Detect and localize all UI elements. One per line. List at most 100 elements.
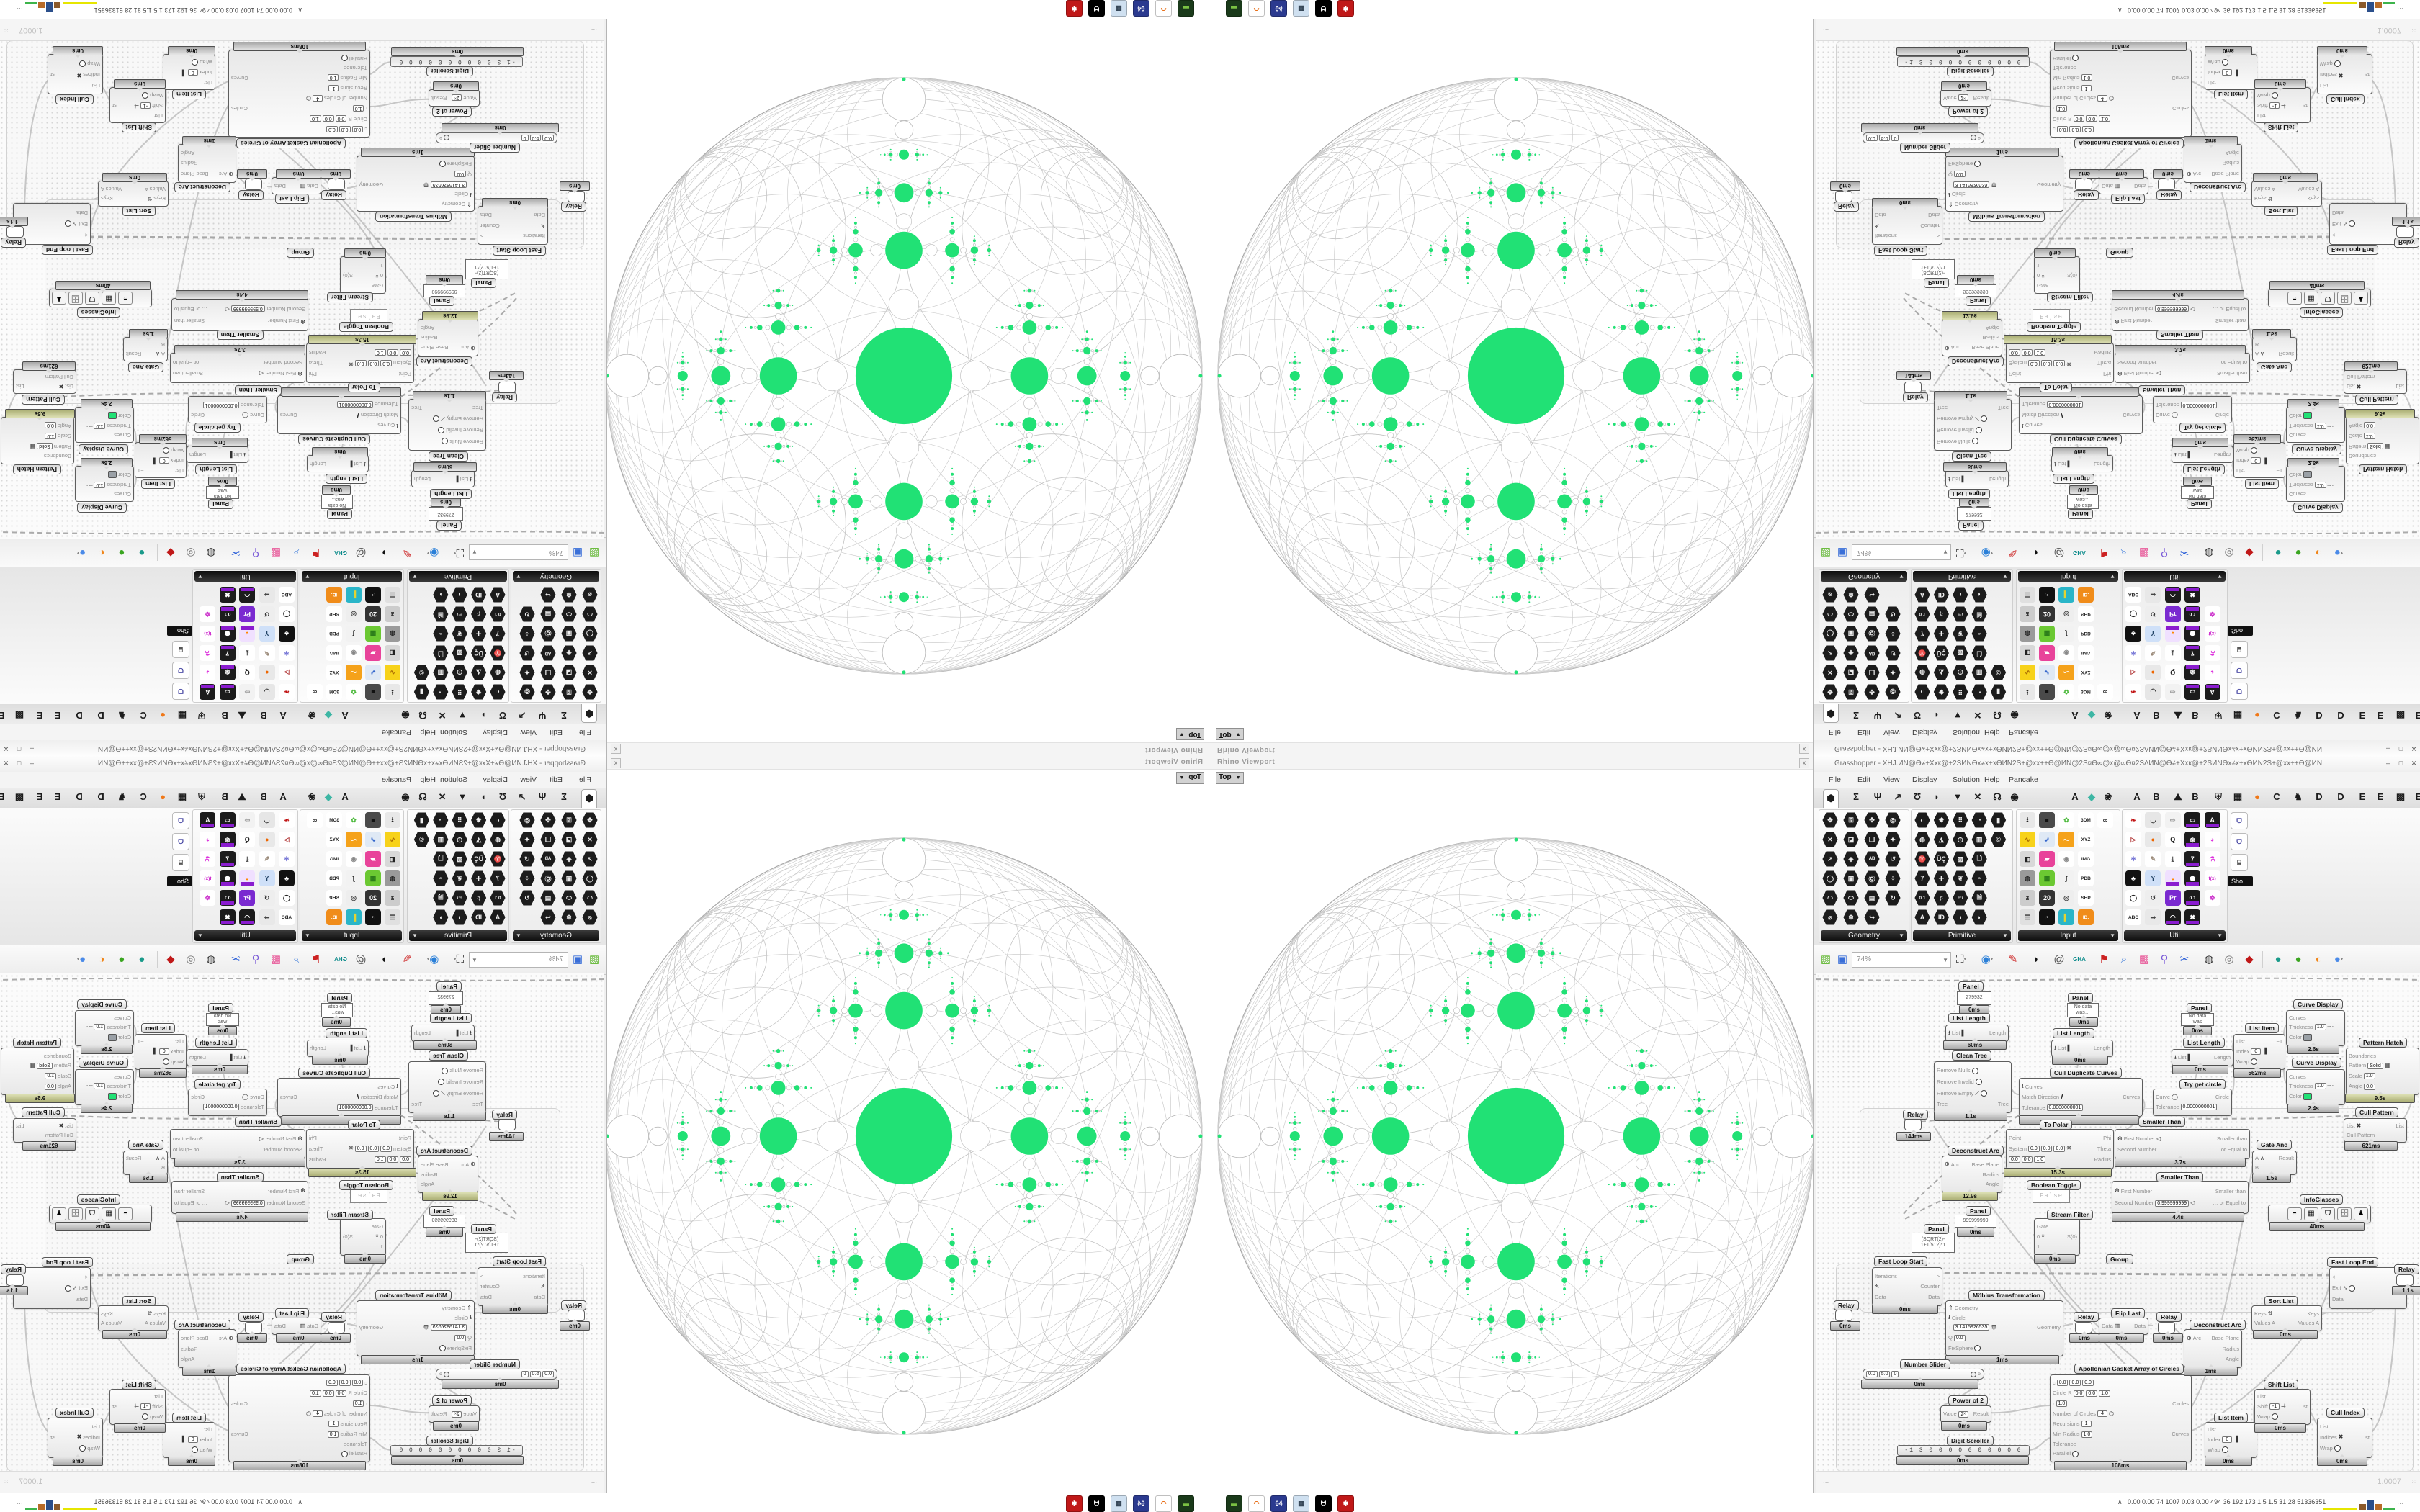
palette-item-icon[interactable]: Q — [239, 832, 256, 847]
palette-item-icon[interactable]: ◖ — [1953, 587, 1968, 603]
palette-panel-label-geometry[interactable]: Geometry ▼ — [1821, 571, 1907, 582]
save-file-icon[interactable]: ▣ — [572, 953, 583, 966]
viewport-close-icon[interactable]: x — [1799, 744, 1809, 754]
palette-item-icon[interactable]: SHP — [2078, 890, 2094, 906]
palette-item-icon[interactable]: ◕ — [2204, 665, 2220, 680]
palette-item-icon[interactable]: ◠ — [1822, 890, 1838, 906]
zoom-extents-icon[interactable]: ⛶▾ — [1955, 546, 1967, 559]
component-clean-tree[interactable]: Remove Nulls Remove Invalid Remove Empty ⟋ T… — [408, 399, 486, 451]
component-number-slider[interactable]: 0.0 5.0 0 5 — [1863, 132, 1984, 143]
palette-item-icon[interactable]: ▤ — [540, 606, 556, 622]
palette-item-icon[interactable]: ◔ — [365, 909, 381, 925]
menu-file[interactable]: File — [579, 775, 591, 784]
palette-item-icon[interactable]: ◕ — [200, 665, 216, 680]
show-more-button[interactable]: Sho… — [166, 626, 192, 636]
blob-green-icon[interactable]: ● — [118, 546, 125, 559]
tab-cat-11[interactable]: ◆ — [2088, 710, 2095, 721]
palette-item-icon[interactable]: ⭳ — [2020, 684, 2035, 700]
tab-cat-5[interactable]: ◗ — [1934, 791, 1940, 802]
palette-item-icon[interactable]: ↪ — [540, 909, 556, 925]
palette-item-icon[interactable]: ID — [1933, 587, 1949, 603]
gift-icon[interactable]: ▩ — [2138, 546, 2150, 559]
palette-item-icon[interactable]: ƶ — [2020, 606, 2035, 622]
component-list-item[interactable]: List −1 Index 0 ▐ Wrap — [135, 1034, 187, 1070]
palette-item-icon[interactable]: ⚗ — [2204, 851, 2220, 867]
palette-item-icon[interactable]: 3DM — [326, 684, 342, 700]
tab-cat-6[interactable]: ▼ — [457, 791, 467, 802]
palette-item-icon[interactable]: ✖ — [219, 587, 236, 603]
palette-item-icon[interactable]: 〜 — [2058, 832, 2074, 847]
tab-cat-6[interactable]: ▼ — [1953, 791, 1963, 802]
component-cull-pattern[interactable]: List ✖ List Cull Pattern — [2344, 1118, 2407, 1143]
palette-item-icon[interactable]: 20 — [365, 606, 381, 622]
component-panel[interactable]: (SQRT(2)- 1+1/512)*1 — [1912, 259, 1955, 279]
component-mobius-transformation[interactable]: ⇑ Geometry ⭳ Circle T 3.1415926535 〠 Geometry Q 0… — [357, 1300, 475, 1356]
palette-item-icon[interactable]: ➡ — [2145, 909, 2161, 925]
palette-item-icon[interactable]: ◠ — [239, 909, 256, 925]
palette-item-icon[interactable]: ∞ — [307, 684, 323, 700]
tab-cat-3[interactable]: ↗ — [1894, 710, 1902, 721]
palette-item-icon[interactable]: ▮ — [1991, 684, 2007, 700]
palette-item-icon[interactable]: ❄ — [1843, 909, 1859, 925]
tab-params[interactable]: ⬢ — [1823, 789, 1839, 808]
tab-cat-17[interactable]: ⛨ — [2215, 710, 2222, 721]
palette-item-icon[interactable]: ◍ — [1914, 665, 1930, 680]
palette-item-icon[interactable]: f(x) — [2204, 870, 2220, 886]
palette-item-icon[interactable]: ⚗ — [200, 645, 216, 661]
palette-item-icon[interactable]: ▤ — [540, 890, 556, 906]
blob-green-icon[interactable]: ● — [118, 953, 125, 966]
palette-item-icon[interactable]: ⤓ — [239, 851, 256, 867]
palette-item-icon[interactable]: ✿ — [2058, 812, 2074, 828]
palette-item-icon[interactable]: ◈ — [1843, 851, 1859, 867]
gh-canvas[interactable]: Panel 279932 0ms List Length ⭳ List ▌ Length 60m… — [1816, 41, 2420, 539]
component-gate-and[interactable]: A ∧ Result B — [2252, 337, 2297, 361]
palette-item-icon[interactable]: PDB — [326, 626, 342, 642]
palette-item-icon[interactable]: c:/ — [2184, 812, 2201, 828]
palette-item-icon[interactable]: ◮ — [1933, 665, 1949, 680]
component-cull-duplicate-curves[interactable]: ⭳ Curves Match Direction 🙼 Curves Tolerance 0.… — [2019, 395, 2143, 434]
palette-item-icon[interactable]: ▷ — [2125, 832, 2141, 847]
palette-item-icon[interactable]: ◠ — [239, 587, 256, 603]
palette-item-icon[interactable]: ƶ — [385, 890, 400, 906]
palette-item-icon[interactable]: 0.1 — [490, 606, 506, 622]
gha-icon[interactable]: GHA — [2073, 956, 2086, 963]
menu-view[interactable]: View — [520, 775, 537, 784]
bulb-icon[interactable]: ⚲ — [2160, 953, 2169, 966]
tab-cat-8[interactable]: ☊ — [1993, 791, 2002, 802]
torus-icon[interactable]: ◎ — [2224, 546, 2234, 559]
tab-cat-23[interactable]: D — [2337, 791, 2344, 802]
component-to-polar[interactable]: Point Phi System 0.0 0.0 0.0 ❋ Theta 0.0 0.0 1.0 Ra… — [306, 343, 414, 383]
footer-messages[interactable]: ... — [591, 27, 597, 35]
tab-cat-8[interactable]: ☊ — [418, 791, 427, 802]
palette-item-icon[interactable]: ⌀ — [1822, 909, 1838, 925]
component-curve-display[interactable]: Curves Thickness 1.0 〰 Color — [2286, 466, 2345, 502]
tab-cat-12[interactable]: ❀ — [308, 791, 316, 802]
tab-cat-6[interactable]: ▼ — [1953, 710, 1963, 721]
recorder-app-icon[interactable]: ▬ — [1226, 0, 1242, 17]
palette-item-icon[interactable]: ∿ — [385, 832, 400, 847]
component-pattern-hatch[interactable]: Boundaries Pattern Solid ▦ Scale 1.0 Angle 0.0 — [2346, 417, 2419, 464]
component-fast-loop-start[interactable]: Iterations > ➴ Counter Data Data — [478, 1267, 548, 1306]
floppy64-app-icon[interactable]: 64 — [1133, 1495, 1150, 1512]
component-mobius-transformation[interactable]: ⇑ Geometry ⭳ Circle T 3.1415926535 〠 Geometry Q 0… — [1945, 1300, 2063, 1356]
palette-item-icon[interactable]: Q — [2164, 665, 2181, 680]
tab-cat-9[interactable]: ◉ — [2010, 710, 2019, 721]
palette-item-icon[interactable]: XYZ — [326, 832, 342, 847]
palette-item-icon[interactable]: ⁘ — [1885, 870, 1901, 886]
palette-item-icon[interactable]: ▰ — [365, 645, 381, 661]
palette-item-icon[interactable]: ▌ — [346, 587, 362, 603]
rhino-viewport[interactable]: Rhino Viewport x Top▼ — [607, 19, 1210, 756]
palette-item-icon[interactable]: ◈ — [1843, 645, 1859, 661]
component-number-slider[interactable]: 0.0 5.0 0 5 — [436, 1369, 557, 1380]
palette-item-icon[interactable]: ⇨ — [2164, 812, 2181, 828]
tab-cat-15[interactable]: ⛰ — [238, 710, 246, 721]
palette-item-icon[interactable]: ● — [2145, 665, 2161, 680]
grasshopper-window[interactable]: Grasshopper - XHJ.ИN@Ө≠+Xxк@+2SИNӨx≠x+xӨ… — [1813, 756, 2420, 1493]
component-stream-filter[interactable]: Gate 0 ⑂ S(0) 1 — [2034, 256, 2080, 294]
jump-icon[interactable]: ✂ — [230, 546, 241, 559]
palette-item-icon[interactable]: ↪ — [540, 587, 556, 603]
menu-edit[interactable]: Edit — [549, 728, 563, 737]
palette-item-icon[interactable]: ◮ — [1933, 832, 1949, 847]
palette-item-icon[interactable]: ✥ — [1822, 684, 1838, 700]
menu-help[interactable]: Help — [420, 775, 436, 784]
